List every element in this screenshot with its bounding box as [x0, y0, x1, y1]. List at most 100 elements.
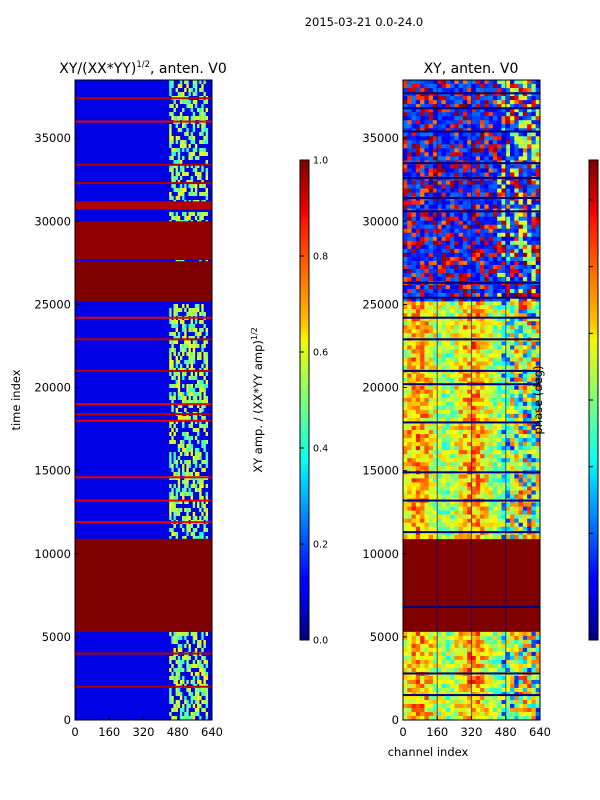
phase-cell — [484, 108, 489, 113]
phase-cell — [514, 345, 519, 350]
heatmap-cell — [199, 640, 202, 644]
phase-cell — [488, 643, 494, 649]
phase-cell — [531, 462, 537, 467]
phase-cell — [471, 156, 477, 161]
phase-cell — [407, 482, 412, 487]
phase-cell — [480, 647, 485, 653]
phase-cell — [492, 108, 498, 113]
phase-cell — [492, 341, 498, 346]
heatmap-cell — [203, 428, 206, 432]
phase-cell — [484, 389, 489, 395]
phase-cell — [450, 389, 455, 395]
phase-cell — [467, 224, 472, 230]
heatmap-cell — [182, 372, 185, 376]
phase-cell — [411, 80, 417, 85]
phase-cell — [407, 687, 412, 693]
phase-cell — [501, 152, 507, 157]
phase-cell — [505, 216, 511, 221]
phase-cell — [441, 534, 447, 540]
phase-cell — [522, 454, 528, 459]
heatmap-cell — [192, 712, 196, 716]
phase-cell — [403, 220, 408, 226]
heatmap-cell — [197, 432, 200, 436]
phase-cell — [488, 164, 494, 169]
heatmap-cell — [171, 344, 174, 348]
heatmap-cell — [194, 636, 198, 640]
heatmap-cell — [197, 452, 200, 456]
phase-cell — [445, 385, 451, 391]
heatmap-cell — [197, 392, 200, 396]
phase-cell — [403, 140, 408, 145]
colorbar-tick-label: 0.4 — [313, 444, 328, 455]
heatmap-cell — [184, 400, 187, 404]
phase-cell — [471, 377, 477, 382]
phase-cell — [475, 438, 481, 443]
phase-cell — [450, 180, 455, 185]
phase-cell — [492, 180, 498, 185]
phase-cell — [475, 486, 481, 491]
phase-cell — [407, 450, 412, 455]
phase-cell — [535, 405, 541, 411]
phase-cell — [407, 389, 412, 395]
phase-cell — [462, 140, 468, 145]
phase-cell — [458, 385, 464, 391]
heatmap-cell — [199, 216, 202, 220]
phase-cell — [492, 389, 498, 395]
phase-cell — [441, 325, 447, 330]
phase-cell — [522, 84, 528, 89]
heatmap-cell — [186, 516, 189, 520]
phase-cell — [471, 80, 477, 85]
heatmap-cell — [201, 364, 204, 368]
phase-cell — [488, 502, 494, 507]
phase-cell — [424, 321, 429, 326]
heatmap-cell — [192, 116, 196, 120]
phase-cell — [514, 220, 519, 226]
amplitude-panel-title: XY/(XX*YY)1/2, anten. V0 — [59, 60, 226, 77]
heatmap-cell — [173, 348, 176, 352]
phase-cell — [510, 112, 515, 117]
phase-cell — [497, 172, 502, 177]
phase-cell — [475, 474, 481, 479]
heatmap-cell — [190, 312, 194, 316]
heatmap-cell — [197, 712, 200, 716]
phase-cell — [518, 321, 524, 326]
heatmap-cell — [192, 636, 196, 640]
heatmap-cell — [205, 432, 209, 436]
heatmap-cell — [190, 444, 194, 448]
phase-cell — [497, 188, 502, 193]
heatmap-cell — [179, 648, 183, 652]
phase-cell — [454, 172, 459, 177]
phase-cell — [531, 361, 537, 366]
heatmap-cell — [186, 712, 189, 716]
phase-cell — [522, 204, 528, 209]
phase-cell — [522, 478, 528, 483]
phase-cell — [471, 466, 477, 471]
phase-cell — [518, 88, 524, 93]
phase-cell — [535, 518, 541, 523]
phase-cell — [514, 663, 519, 669]
phase-cell — [420, 446, 425, 451]
phase-cell — [411, 116, 417, 121]
heatmap-cell — [190, 308, 194, 312]
heatmap-cell — [205, 212, 209, 216]
phase-cell — [480, 442, 485, 447]
phase-cell — [497, 321, 502, 326]
heatmap-cell — [201, 320, 204, 324]
phase-cell — [432, 120, 438, 125]
phase-cell — [480, 635, 485, 641]
phase-cell — [497, 450, 502, 455]
phase-cell — [480, 385, 485, 391]
phase-cell — [467, 192, 472, 197]
phase-cell — [484, 397, 489, 403]
phase-cell — [403, 393, 408, 399]
phase-cell — [454, 655, 459, 661]
phase-cell — [462, 224, 468, 230]
phase-cell — [428, 309, 434, 314]
phase-cell — [497, 518, 502, 523]
phase-cell — [403, 663, 408, 669]
phase-cell — [462, 401, 468, 407]
phase-cell — [424, 430, 429, 435]
heatmap-cell — [197, 404, 200, 408]
heatmap-cell — [197, 536, 200, 540]
phase-cell — [514, 188, 519, 193]
